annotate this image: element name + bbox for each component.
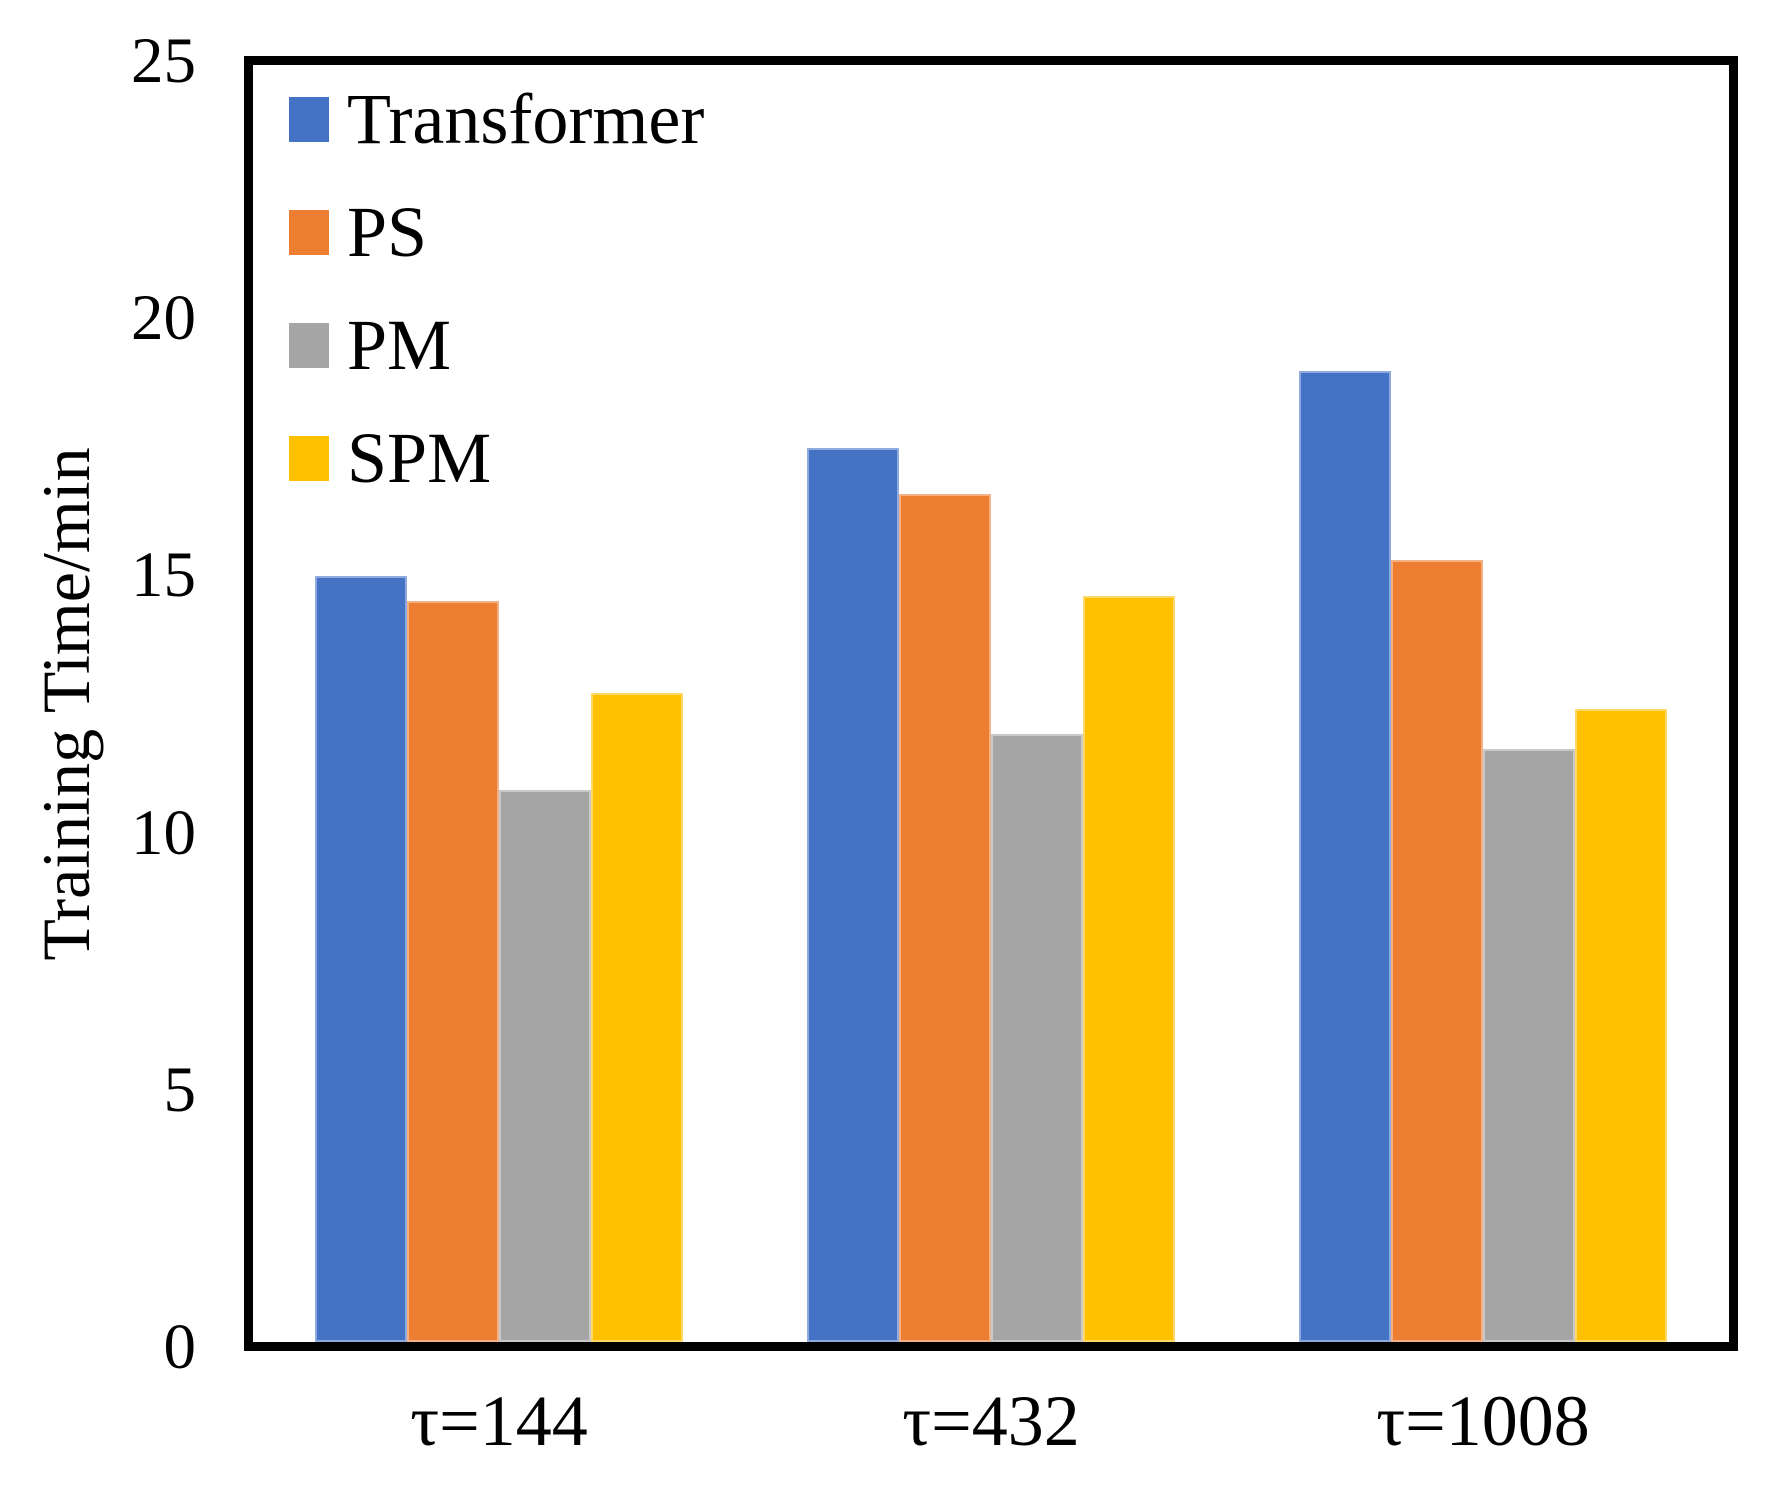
legend-swatch-transformer xyxy=(289,97,329,142)
legend-label: PM xyxy=(347,305,452,385)
y-tick-label-0: 0 xyxy=(163,1311,197,1383)
x-axis-label-2: τ=432 xyxy=(902,1381,1080,1461)
legend-label: SPM xyxy=(347,418,492,498)
bar-ps-τ=144 xyxy=(407,601,499,1342)
legend-item-pm: PM xyxy=(289,305,704,385)
x-axis-label-1: τ=144 xyxy=(410,1381,588,1461)
bar-pm-τ=144 xyxy=(499,790,591,1342)
y-tick-label-10: 10 xyxy=(131,797,196,869)
legend-swatch-ps xyxy=(289,210,329,255)
bar-spm-τ=432 xyxy=(1083,596,1175,1342)
bar-transformer-τ=144 xyxy=(315,576,407,1342)
legend-item-transformer: Transformer xyxy=(289,79,705,159)
bar-spm-τ=1008 xyxy=(1575,709,1667,1342)
bar-spm-τ=144 xyxy=(591,693,683,1342)
legend-item-ps: PS xyxy=(289,192,704,272)
plot-area: Transformer PS PM SPM xyxy=(244,56,1738,1351)
bar-ps-τ=1008 xyxy=(1391,560,1483,1342)
bars-layer xyxy=(253,65,1729,1342)
x-axis-label-3: τ=1008 xyxy=(1376,1381,1590,1461)
legend-item-spm: SPM xyxy=(289,418,704,498)
bar-ps-τ=432 xyxy=(899,494,991,1342)
bar-pm-τ=1008 xyxy=(1483,749,1575,1342)
legend-swatch-pm xyxy=(289,323,329,368)
y-tick-label-20: 20 xyxy=(131,282,196,354)
y-axis-title: Training Time/min xyxy=(28,447,104,961)
legend-label: Transformer xyxy=(347,79,705,159)
legend-label: PS xyxy=(347,192,428,272)
y-tick-label-5: 5 xyxy=(163,1054,197,1126)
y-tick-label-25: 25 xyxy=(131,25,196,97)
bar-pm-τ=432 xyxy=(991,734,1083,1342)
bar-transformer-τ=1008 xyxy=(1299,371,1391,1342)
legend-swatch-spm xyxy=(289,436,329,481)
bar-transformer-τ=432 xyxy=(807,448,899,1342)
y-tick-label-15: 15 xyxy=(131,539,196,611)
legend: Transformer PS PM SPM xyxy=(289,79,705,549)
